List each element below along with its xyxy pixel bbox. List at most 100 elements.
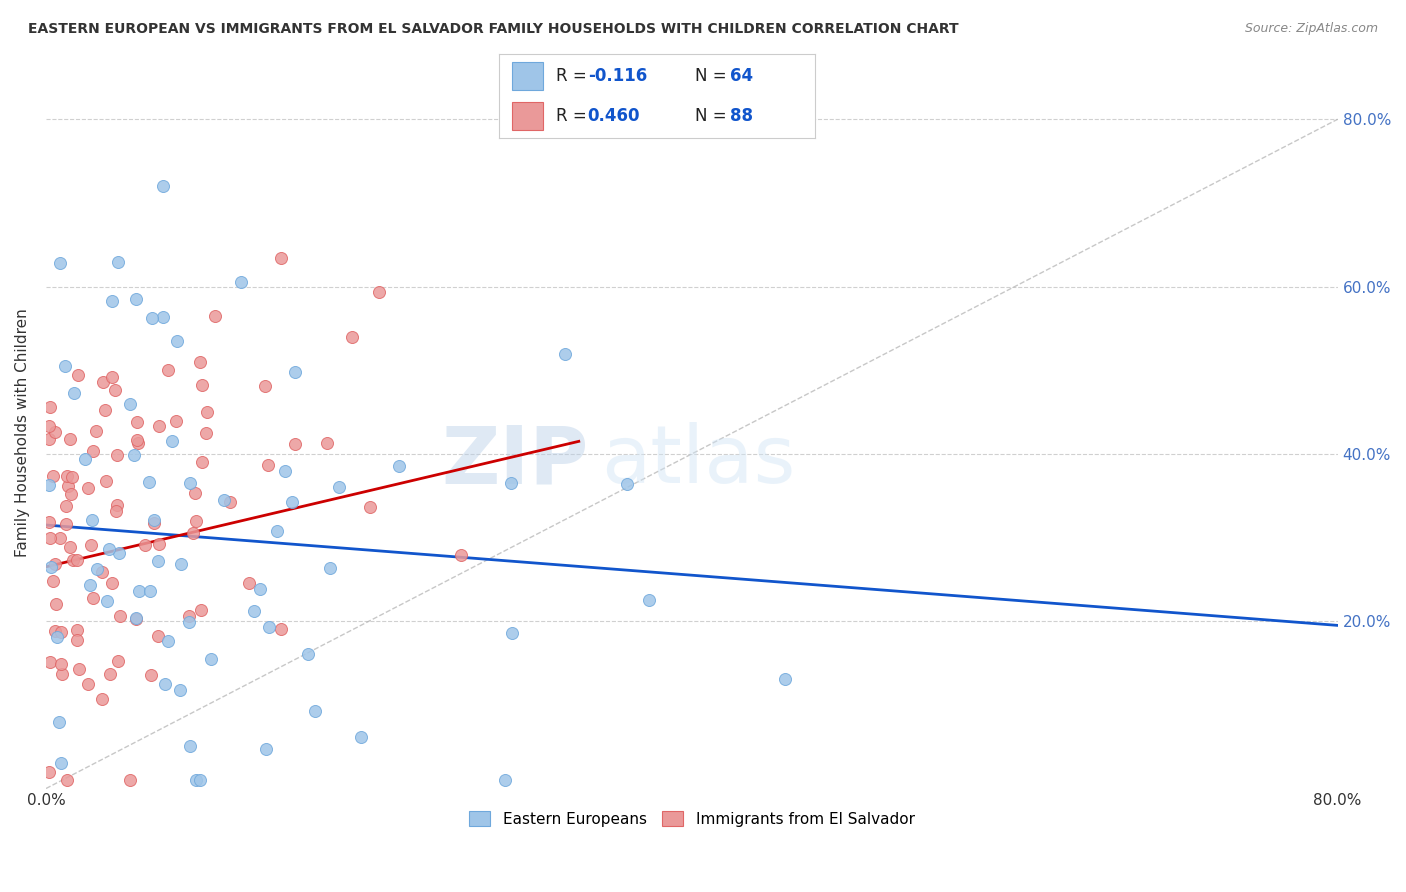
Point [62,386,84,401]
Point [56,773,79,788]
Point [152,310,174,324]
Point [124,611,146,625]
Point [342,330,364,344]
Point [179,608,201,623]
Point [38,433,60,447]
Point [91,692,114,706]
Point [169,683,191,698]
Point [38,515,60,529]
Point [238,575,260,590]
Point [39,559,62,574]
Point [160,434,183,448]
Point [637,593,659,607]
Point [152,179,174,194]
Point [77,481,100,495]
Point [66,632,89,647]
Point [284,365,307,379]
Text: N =: N = [695,107,733,125]
Point [139,667,162,681]
Point [38,765,60,780]
Point [328,480,350,494]
Point [90,565,112,579]
Point [56,469,79,483]
Point [107,654,129,668]
Point [105,504,128,518]
Text: EASTERN EUROPEAN VS IMMIGRANTS FROM EL SALVADOR FAMILY HOUSEHOLDS WITH CHILDREN : EASTERN EUROPEAN VS IMMIGRANTS FROM EL S… [28,22,959,37]
Point [367,285,389,300]
Point [128,584,150,599]
Point [141,310,163,325]
Point [494,773,516,788]
Point [49,624,72,639]
Point [179,476,201,491]
Point [51,667,73,681]
FancyBboxPatch shape [512,62,543,90]
Point [229,275,252,289]
Point [59,487,82,501]
Point [242,604,264,618]
Point [257,458,280,472]
Point [138,475,160,490]
Point [270,622,292,636]
Point [170,557,193,571]
Point [73,452,96,467]
Point [101,370,124,384]
Point [49,256,72,270]
Point [120,773,142,788]
Point [79,578,101,592]
Text: -0.116: -0.116 [588,67,647,85]
Point [153,677,176,691]
Point [190,455,212,469]
Point [59,540,82,554]
Point [49,531,72,545]
Text: atlas: atlas [602,423,796,500]
Point [58,479,80,493]
Point [194,425,217,440]
Point [79,538,101,552]
Point [219,494,242,508]
FancyBboxPatch shape [512,102,543,130]
Point [39,655,62,669]
Point [107,255,129,269]
Point [122,448,145,462]
Y-axis label: Family Households with Children: Family Households with Children [15,309,30,558]
Point [146,554,169,568]
Point [44,624,66,638]
Point [254,741,277,756]
Point [55,499,77,513]
Point [96,475,118,489]
Point [450,548,472,562]
Point [281,495,304,509]
Point [157,634,180,648]
Point [387,459,409,474]
Point [127,435,149,450]
Point [297,647,319,661]
Point [188,355,211,369]
Point [60,470,83,484]
Point [146,629,169,643]
Point [274,463,297,477]
Point [143,516,166,531]
Text: N =: N = [695,67,733,85]
Point [134,538,156,552]
Point [148,418,170,433]
Point [38,401,60,415]
Point [184,485,207,500]
Point [120,397,142,411]
Point [499,476,522,491]
Point [179,739,201,753]
Point [186,514,208,528]
Point [775,672,797,686]
Point [190,602,212,616]
Point [142,513,165,527]
Point [127,415,149,429]
Point [51,756,73,770]
Point [53,359,76,374]
Point [77,677,100,691]
Point [188,773,211,788]
Point [249,582,271,596]
Point [42,469,65,483]
Point [66,623,89,637]
Point [156,362,179,376]
Point [82,591,104,605]
